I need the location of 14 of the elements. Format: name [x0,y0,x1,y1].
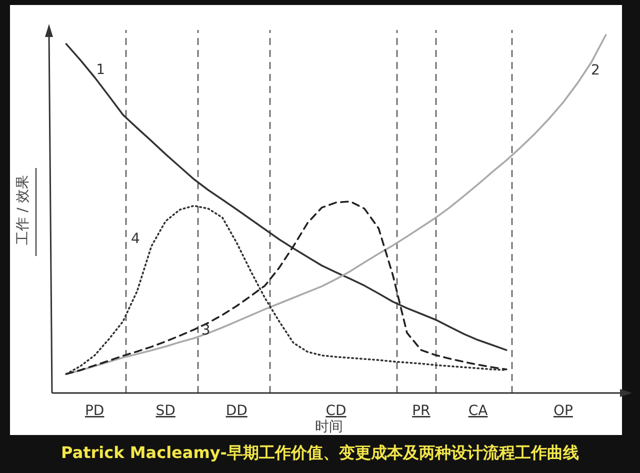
y-axis-title: 工作 / 效果 [15,175,31,245]
x-tick-label: DD [226,403,248,419]
x-tick-label: CD [326,403,346,419]
x-tick-label: OP [553,403,573,419]
series-label: 3 [201,322,210,339]
x-tick-label: CA [468,403,488,419]
series-label: 4 [130,231,140,248]
x-axis-title: 时间 [315,419,343,435]
x-tick-label: SD [156,403,176,419]
series-label: 1 [96,62,106,78]
x-tick-label: PD [84,403,104,419]
text: Patrick Macleamy-早期工作价值、变更成本及两种设计流程工作曲线 [61,443,579,462]
x-tick-label: PR [412,403,431,419]
series-label: 2 [590,62,600,78]
